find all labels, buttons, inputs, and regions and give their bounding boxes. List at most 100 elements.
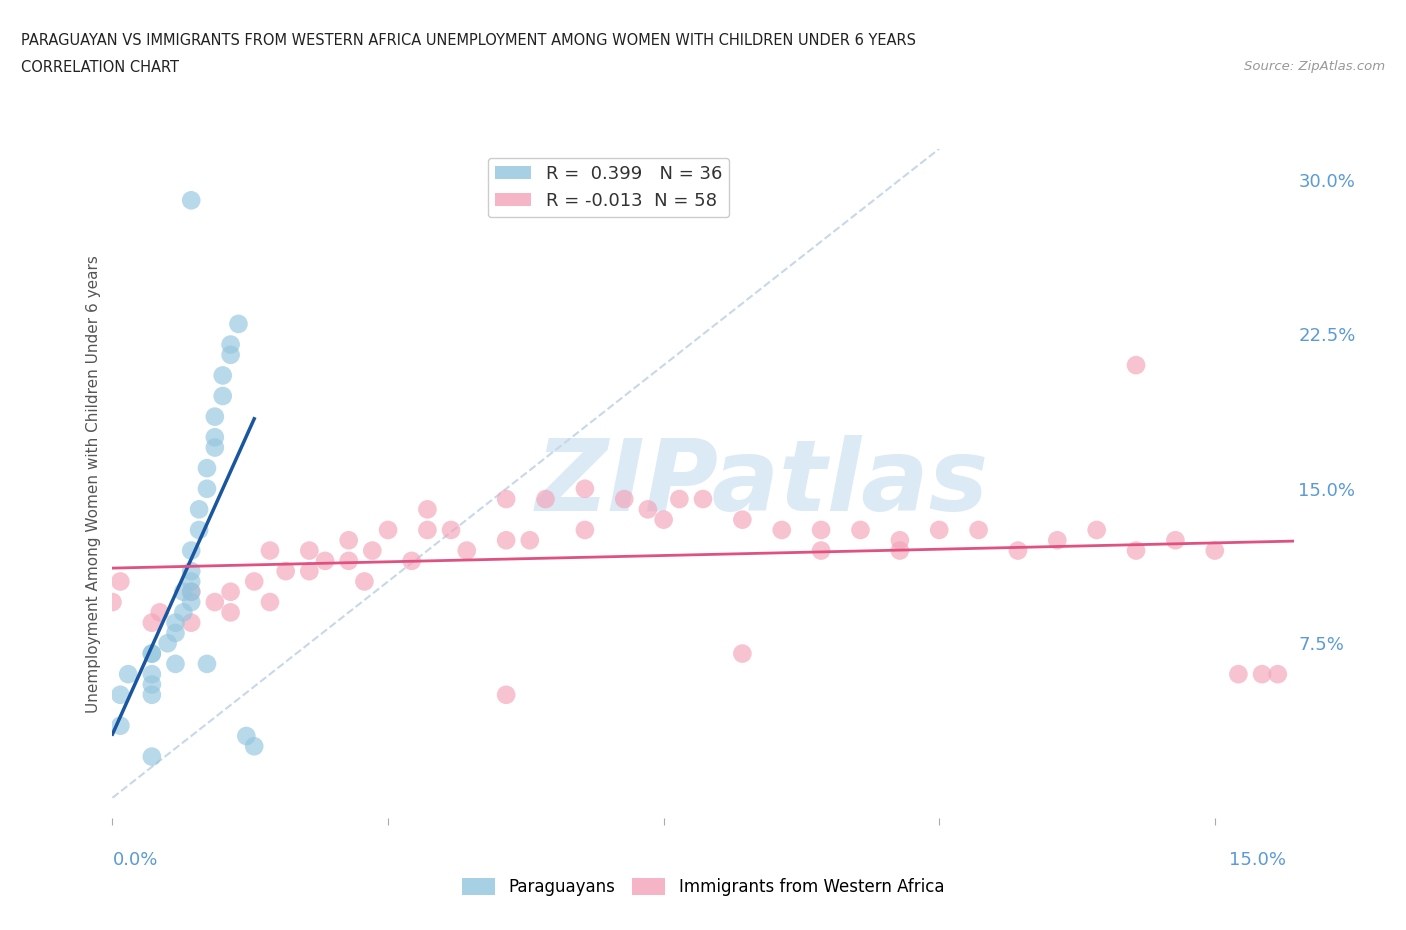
Point <box>141 646 163 661</box>
Point <box>928 523 950 538</box>
Point <box>195 657 218 671</box>
Point <box>495 687 517 702</box>
Point <box>195 460 218 475</box>
Point <box>180 193 202 207</box>
Point <box>117 667 139 682</box>
Point <box>204 409 226 424</box>
Point <box>1251 667 1274 682</box>
Point <box>204 430 226 445</box>
Point <box>668 492 690 507</box>
Point <box>519 533 541 548</box>
Point <box>219 584 242 599</box>
Point <box>337 553 360 568</box>
Point <box>849 523 872 538</box>
Point <box>416 523 439 538</box>
Point <box>156 636 179 651</box>
Point <box>731 512 754 527</box>
Point <box>495 533 517 548</box>
Point <box>652 512 675 527</box>
Text: 0.0%: 0.0% <box>112 851 157 869</box>
Point <box>770 523 793 538</box>
Point <box>259 543 281 558</box>
Point <box>141 667 163 682</box>
Point <box>204 594 226 609</box>
Point <box>141 646 163 661</box>
Point <box>141 687 163 702</box>
Text: 15.0%: 15.0% <box>1229 851 1286 869</box>
Point <box>180 564 202 578</box>
Point <box>1085 523 1108 538</box>
Point <box>889 533 911 548</box>
Point <box>110 718 132 733</box>
Point <box>219 348 242 363</box>
Point <box>243 574 266 589</box>
Point <box>211 368 233 383</box>
Point <box>1267 667 1289 682</box>
Point <box>298 564 321 578</box>
Point <box>110 687 132 702</box>
Point <box>180 616 202 631</box>
Text: CORRELATION CHART: CORRELATION CHART <box>21 60 179 75</box>
Point <box>810 523 832 538</box>
Point <box>440 523 463 538</box>
Point <box>274 564 297 578</box>
Point <box>188 523 211 538</box>
Point <box>243 738 266 753</box>
Point <box>149 604 172 619</box>
Point <box>141 750 163 764</box>
Point <box>401 553 423 568</box>
Point <box>1007 543 1029 558</box>
Point <box>1046 533 1069 548</box>
Point <box>810 543 832 558</box>
Text: Source: ZipAtlas.com: Source: ZipAtlas.com <box>1244 60 1385 73</box>
Point <box>314 553 336 568</box>
Legend: Paraguayans, Immigrants from Western Africa: Paraguayans, Immigrants from Western Afr… <box>456 871 950 903</box>
Point <box>1227 667 1250 682</box>
Point <box>219 604 242 619</box>
Point <box>298 543 321 558</box>
Point <box>574 482 596 497</box>
Point <box>165 657 187 671</box>
Point <box>180 543 202 558</box>
Point <box>141 616 163 631</box>
Point <box>180 594 202 609</box>
Point <box>495 492 517 507</box>
Point <box>141 677 163 692</box>
Point <box>337 533 360 548</box>
Point <box>731 646 754 661</box>
Point <box>188 502 211 517</box>
Text: ZIPatlas: ZIPatlas <box>536 435 988 532</box>
Point <box>361 543 384 558</box>
Point <box>1204 543 1226 558</box>
Point <box>534 492 557 507</box>
Point <box>165 626 187 641</box>
Point <box>235 728 257 743</box>
Point <box>110 574 132 589</box>
Point <box>637 502 659 517</box>
Point <box>889 543 911 558</box>
Point <box>377 523 399 538</box>
Point <box>211 389 233 404</box>
Point <box>574 523 596 538</box>
Point <box>172 604 194 619</box>
Point <box>692 492 714 507</box>
Point <box>204 440 226 455</box>
Point <box>180 584 202 599</box>
Point <box>967 523 990 538</box>
Point <box>416 502 439 517</box>
Point <box>165 616 187 631</box>
Point <box>613 492 636 507</box>
Legend: R =  0.399   N = 36, R = -0.013  N = 58: R = 0.399 N = 36, R = -0.013 N = 58 <box>488 158 730 218</box>
Point <box>195 482 218 497</box>
Point <box>1164 533 1187 548</box>
Point <box>101 594 124 609</box>
Point <box>228 316 250 331</box>
Point <box>259 594 281 609</box>
Point <box>1125 358 1147 373</box>
Point <box>180 574 202 589</box>
Text: PARAGUAYAN VS IMMIGRANTS FROM WESTERN AFRICA UNEMPLOYMENT AMONG WOMEN WITH CHILD: PARAGUAYAN VS IMMIGRANTS FROM WESTERN AF… <box>21 33 917 47</box>
Point <box>172 584 194 599</box>
Point <box>180 584 202 599</box>
Y-axis label: Unemployment Among Women with Children Under 6 years: Unemployment Among Women with Children U… <box>86 255 101 712</box>
Point <box>1125 543 1147 558</box>
